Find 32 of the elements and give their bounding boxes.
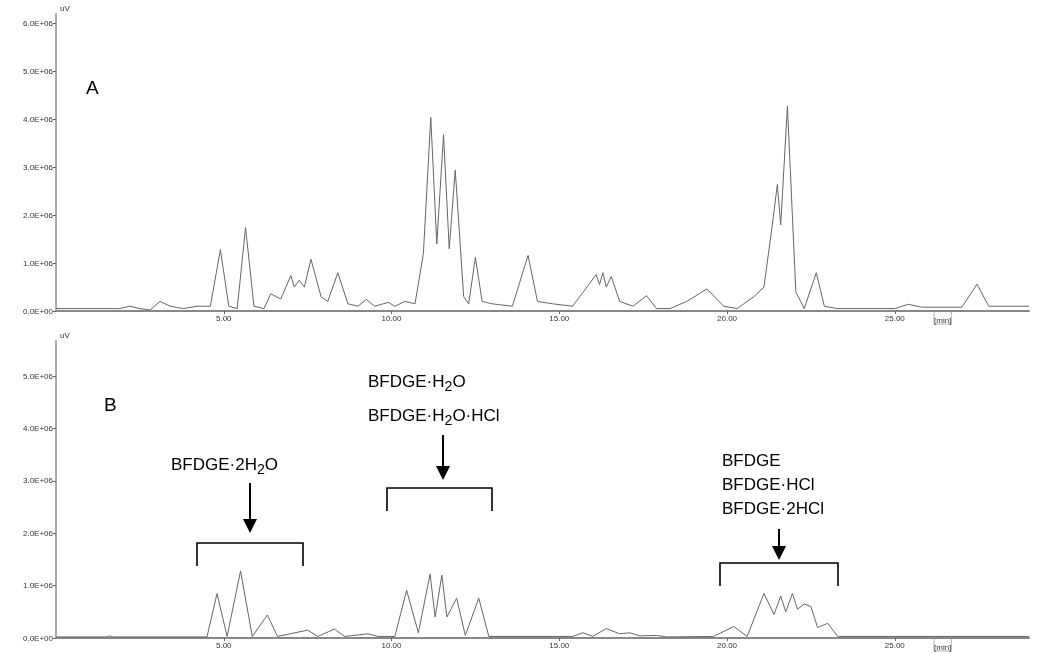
x-tick-label: 5.00 [215,640,233,650]
y-tick-label: 5.0E+06 [22,371,54,381]
annotation: BFDGE·H$_{2}$O BFDGE·H$_{2}$O·HCl [368,371,500,431]
annotation: A [86,77,99,98]
y-tick-label: 2.0E+06 [22,210,54,220]
x-tick-label: 25.00 [884,640,906,650]
y-tick-label: 1.0E+06 [22,258,54,268]
y-tick-label: 0.0E+00 [22,306,54,316]
y-axis-title: uV [60,3,71,13]
y-tick-label: 1.0E+06 [22,581,54,591]
y-tick-label: 4.0E+06 [22,423,54,433]
x-tick-label: 5.00 [215,313,233,323]
y-tick-label: 3.0E+06 [22,476,54,486]
y-axis-title: uV [60,330,71,340]
y-tick-label: 2.0E+06 [22,528,54,538]
x-tick-label: 20.00 [717,640,738,650]
annotation: BFDGE BFDGE·HCl BFDGE·2HCl [722,450,825,520]
y-tick-label: 0.0E+00 [22,633,54,643]
x-tick-label: 10.00 [381,640,403,650]
x-tick-label: 25.00 [884,313,906,323]
y-tick-label: 4.0E+06 [22,114,54,124]
x-tick-label: 10.00 [381,313,403,323]
x-tick-label: 15.00 [549,313,570,323]
x-tick-label: 20.00 [717,313,738,323]
y-tick-label: 5.0E+06 [22,66,54,76]
x-axis-title: [min] [934,315,952,325]
annotation: B [104,394,117,415]
y-tick-label: 3.0E+06 [22,162,54,172]
annotation: BFDGE·2H$_{2}$O [171,454,279,480]
x-axis-title: [min] [934,642,952,652]
y-tick-label: 6.0E+06 [22,19,54,29]
x-tick-label: 15.00 [549,640,570,650]
